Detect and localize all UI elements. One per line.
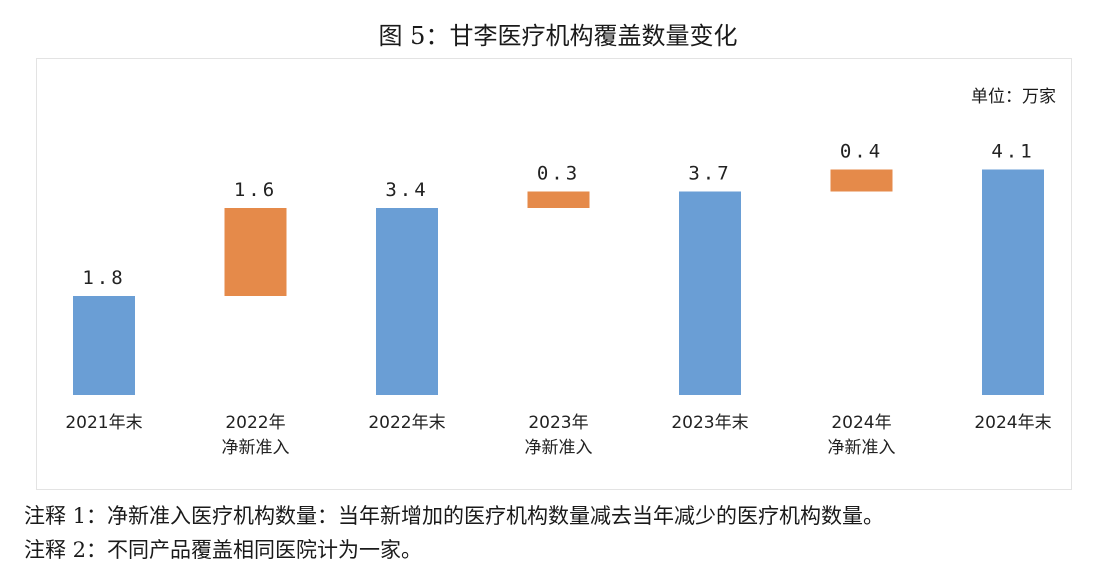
total-bar: [376, 208, 438, 395]
data-label: 3.7: [688, 163, 731, 185]
note-2: 注释 2：不同产品覆盖相同医院计为一家。: [24, 538, 423, 562]
unit-label: 单位：万家: [971, 87, 1056, 107]
delta-bar: [527, 191, 590, 208]
chart-frame: [36, 58, 1072, 490]
category-label: 2023年末: [671, 413, 748, 433]
note-1: 注释 1：净新准入医疗机构数量：当年新增加的医疗机构数量减去当年减少的医疗机构数…: [24, 504, 885, 528]
category-label: 净新准入: [525, 438, 593, 458]
category-label: 2023年: [528, 413, 588, 433]
data-label: 0.3: [537, 163, 580, 185]
category-label: 2024年: [831, 413, 891, 433]
category-label: 净新准入: [222, 438, 290, 458]
data-label: 3.4: [385, 179, 428, 201]
delta-bar: [830, 169, 893, 192]
data-label: 4.1: [991, 141, 1034, 163]
category-label: 2024年末: [974, 413, 1051, 433]
total-bar: [73, 296, 135, 395]
data-label: 0.4: [840, 141, 883, 163]
category-label: 2021年末: [65, 413, 142, 433]
delta-bar: [224, 208, 287, 296]
chart-title: 图 5：甘李医疗机构覆盖数量变化: [378, 22, 738, 50]
data-label: 1.8: [82, 267, 125, 289]
total-bar: [982, 169, 1044, 395]
category-label: 2022年末: [368, 413, 445, 433]
category-label: 2022年: [225, 413, 285, 433]
total-bar: [679, 191, 741, 395]
data-label: 1.6: [234, 179, 277, 201]
category-label: 净新准入: [828, 438, 896, 458]
